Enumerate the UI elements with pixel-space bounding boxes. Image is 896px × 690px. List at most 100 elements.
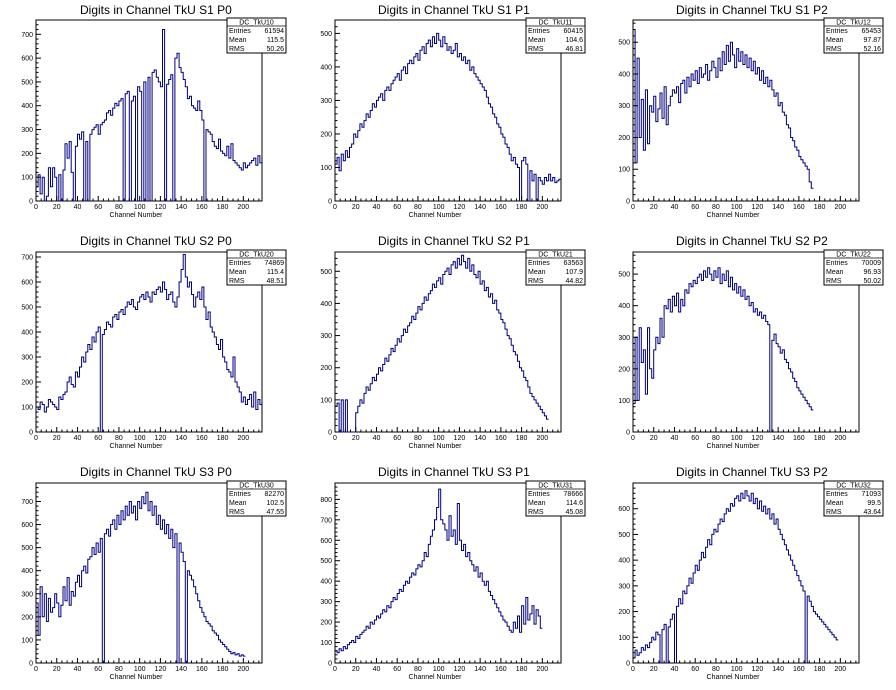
stats-name: DC_TkU11 (538, 20, 572, 27)
x-tick-label: 20 (650, 435, 658, 442)
stats-mean-value: 99.5 (867, 500, 881, 507)
histogram-panel: Digits in Channel TkU S2 P2 0 20 40 60 80 100 1… (618, 234, 884, 450)
x-tick-label: 100 (731, 435, 743, 442)
stats-name: DC_TkU10 (239, 20, 274, 27)
x-tick-label: 120 (454, 666, 466, 673)
y-tick-label: 0 (29, 430, 33, 437)
stats-rms-label: RMS (528, 46, 544, 53)
x-axis-label: Channel Number (110, 674, 164, 681)
x-tick-label: 200 (237, 204, 249, 211)
x-axis-label: Channel Number (707, 212, 761, 219)
stats-entries-value: 74869 (265, 260, 285, 267)
x-tick-label: 200 (237, 666, 249, 673)
y-tick-label: 100 (21, 175, 33, 182)
x-tick-label: 0 (333, 666, 337, 673)
x-axis-label: Channel Number (409, 674, 463, 681)
x-tick-label: 80 (712, 666, 720, 673)
x-tick-label: 140 (175, 435, 187, 442)
y-tick-label: 800 (320, 497, 332, 504)
chart-title: Digits in Channel TkU S1 P2 (676, 3, 828, 17)
x-tick-label: 100 (731, 666, 743, 673)
stats-entries-value: 78666 (564, 491, 584, 498)
x-tick-label: 180 (217, 435, 229, 442)
stats-mean-value: 97.87 (863, 37, 881, 44)
y-tick-label: 0 (626, 430, 630, 437)
stats-entries-label: Entries (826, 260, 848, 267)
x-axis-label: Channel Number (707, 674, 761, 681)
stats-rms-label: RMS (528, 509, 544, 516)
histogram-line (335, 488, 543, 654)
chart-title: Digits in Channel TkU S2 P1 (378, 234, 530, 248)
stats-entries-label: Entries (528, 491, 550, 498)
chart-title: Digits in Channel TkU S3 P0 (80, 465, 232, 479)
x-tick-label: 140 (772, 204, 784, 211)
x-tick-label: 40 (671, 435, 679, 442)
x-axis-label: Channel Number (409, 443, 463, 450)
x-tick-label: 200 (237, 435, 249, 442)
y-tick-label: 400 (618, 558, 630, 565)
stats-entries-label: Entries (229, 491, 251, 498)
histogram-line (36, 29, 262, 202)
y-tick-label: 300 (320, 98, 332, 105)
y-tick-label: 500 (320, 269, 332, 276)
y-tick-label: 100 (320, 640, 332, 647)
plot-frame (35, 482, 263, 664)
y-tick-label: 400 (21, 103, 33, 110)
x-tick-label: 0 (34, 204, 38, 211)
stats-rms-value: 45.08 (565, 509, 583, 516)
x-tick-label: 100 (134, 435, 146, 442)
x-tick-label: 80 (414, 435, 422, 442)
x-tick-label: 0 (631, 435, 635, 442)
y-tick-label: 300 (618, 335, 630, 342)
stats-entries-value: 60415 (564, 28, 584, 35)
x-tick-label: 80 (115, 666, 123, 673)
x-tick-label: 20 (650, 204, 658, 211)
x-tick-label: 180 (217, 204, 229, 211)
x-tick-label: 200 (536, 435, 548, 442)
y-tick-label: 300 (320, 599, 332, 606)
plot-frame (632, 19, 860, 202)
y-tick-label: 0 (328, 430, 332, 437)
x-tick-label: 120 (155, 204, 167, 211)
histogram-panel: Digits in Channel TkU S1 P1 0 20 40 60 80 100 1… (320, 3, 586, 219)
stats-rms-label: RMS (229, 278, 245, 285)
stats-name: DC_TkU31 (538, 483, 573, 490)
x-tick-label: 100 (433, 666, 445, 673)
x-tick-label: 140 (772, 435, 784, 442)
stats-mean-label: Mean (229, 37, 247, 44)
stats-mean-label: Mean (229, 500, 247, 507)
stats-entries-label: Entries (528, 260, 550, 267)
stats-rms-value: 47.55 (266, 509, 284, 516)
x-tick-label: 0 (34, 435, 38, 442)
x-tick-label: 120 (752, 204, 764, 211)
y-tick-label: 100 (320, 397, 332, 404)
histogram-line (633, 29, 814, 189)
stats-mean-label: Mean (826, 269, 844, 276)
stats-box-frame (823, 249, 884, 286)
x-tick-label: 60 (393, 204, 401, 211)
stats-box-frame (226, 17, 287, 54)
y-tick-label: 0 (29, 199, 33, 206)
y-tick-label: 400 (618, 71, 630, 78)
x-axis-label: Channel Number (110, 443, 164, 450)
stats-rms-value: 46.81 (565, 46, 583, 53)
stats-box-frame (823, 17, 884, 54)
plot-frame (632, 482, 860, 664)
x-tick-label: 40 (373, 666, 381, 673)
y-tick-label: 200 (618, 609, 630, 616)
y-tick-label: 400 (21, 568, 33, 575)
y-tick-label: 500 (618, 272, 630, 279)
x-tick-label: 20 (650, 666, 658, 673)
x-tick-label: 40 (373, 204, 381, 211)
stats-mean-value: 115.4 (267, 269, 284, 276)
stats-mean-value: 96.93 (863, 269, 881, 276)
x-tick-label: 40 (671, 204, 679, 211)
y-tick-label: 500 (320, 31, 332, 38)
y-tick-label: 400 (618, 303, 630, 310)
